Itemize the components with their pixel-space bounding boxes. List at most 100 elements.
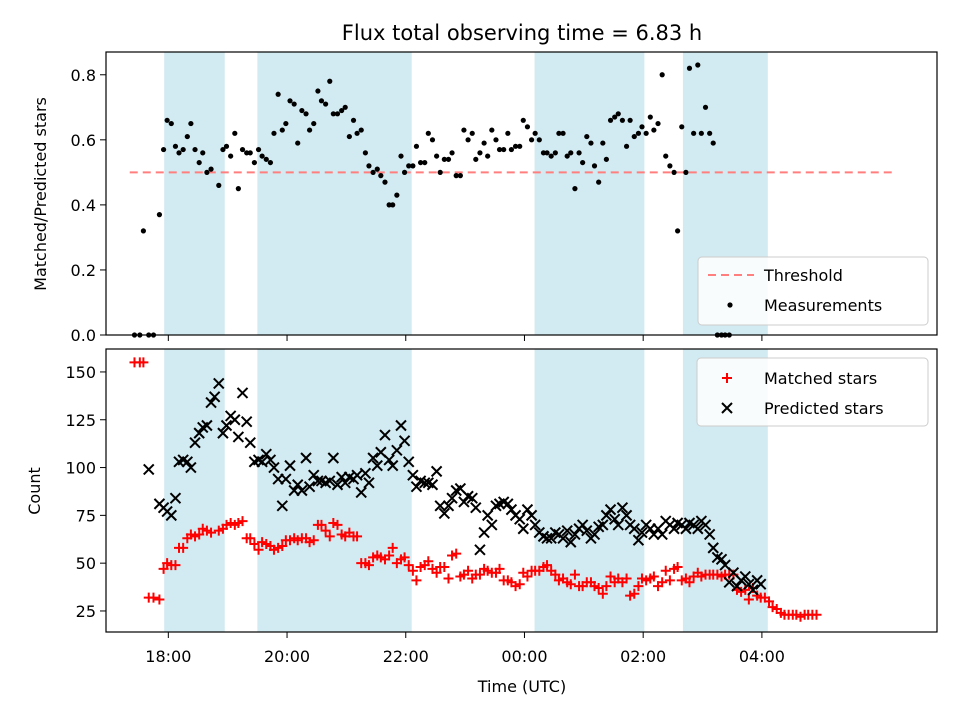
predicted-star-point-80 [466,492,478,504]
predicted-star-point-126 [648,528,660,541]
matched-star-point-66 [399,552,410,563]
matched-star-point-54 [352,531,363,542]
measurement-point-84 [473,156,479,162]
matched-star-point-131 [657,577,668,588]
matched-star-point-115 [593,583,604,594]
matched-star-point-102 [542,560,553,571]
measurement-point-29 [255,146,262,153]
matched-star-point-104 [550,569,561,580]
matched-star-point-74 [431,567,442,578]
predicted-star-point-93 [517,523,529,535]
measurement-point-49 [334,111,341,117]
predicted-star-point-38 [300,452,312,464]
top-y-tick-label-2: 0.4 [71,196,96,215]
predicted-star-point-115 [604,503,617,516]
matched-star-point-25 [237,516,248,527]
measurement-point-141 [698,130,704,136]
measurement-point-100 [536,137,542,143]
measurement-point-103 [548,153,554,159]
matched-star-point-97 [522,571,533,582]
measurement-point-107 [564,153,570,159]
bottom-legend-box [696,357,929,427]
x-tick-label-2: 22:00 [383,647,429,666]
predicted-star-point-118 [616,502,629,514]
measurement-point-104 [552,150,558,156]
predicted-star-point-140 [703,528,716,541]
measurement-point-95 [517,143,523,149]
measurement-point-13 [188,120,194,127]
predicted-star-point-92 [514,513,526,525]
measurement-point-37 [287,98,293,104]
measurement-point-131 [659,72,665,78]
measurement-point-18 [208,166,214,172]
measurement-point-69 [413,143,420,149]
measurement-point-112 [584,133,590,140]
predicted-star-point-147 [731,580,743,592]
predicted-star-point-51 [351,469,363,481]
bottom-shaded-band-1 [257,349,412,632]
matched-star-point-125 [633,581,644,592]
matched-star-point-76 [439,561,450,572]
predicted-star-point-65 [407,469,419,481]
measurement-point-10 [176,150,182,156]
matched-star-point-35 [277,540,288,551]
measurement-point-139 [691,130,697,136]
measurement-point-65 [398,153,404,159]
matched-star-point-129 [648,571,659,582]
matched-star-point-69 [411,575,422,586]
measurement-point-40 [299,107,305,114]
x-axis-label: Time (UTC) [477,677,566,696]
top-y-tick-label-0: 0.0 [71,326,96,345]
matched-star-point-82 [463,565,474,576]
predicted-star-point-94 [521,503,534,516]
measurement-point-140 [695,62,701,68]
measurement-point-71 [422,159,428,166]
predicted-star-point-113 [597,519,609,531]
measurement-point-90 [496,146,503,153]
matched-star-point-45 [316,519,327,530]
measurement-point-41 [303,111,309,117]
bottom-shaded-band-2 [534,349,645,632]
measurement-point-144 [710,140,716,146]
predicted-star-point-100 [545,532,557,545]
measurement-point-15 [196,159,202,166]
matched-star-point-90 [494,563,505,574]
measurement-point-101 [540,150,547,156]
measurement-point-36 [283,120,289,127]
predicted-star-point-55 [367,452,379,464]
matched-star-point-124 [629,588,640,599]
measurement-point-122 [623,143,630,149]
measurement-point-51 [342,104,348,110]
predicted-star-point-58 [379,429,391,441]
measurement-point-61 [382,179,388,185]
measurement-point-58 [370,169,376,175]
matched-star-point-6 [158,563,169,574]
bottom-y-tick-label-3: 100 [65,459,96,478]
predicted-star-point-71 [430,465,443,478]
matched-star-point-108 [565,579,576,590]
predicted-star-point-15 [208,391,221,403]
matched-star-point-122 [621,573,632,584]
matched-star-point-15 [194,529,205,540]
predicted-star-point-34 [284,459,296,472]
measurement-point-79 [453,173,459,179]
matched-star-point-77 [443,573,454,584]
predicted-star-point-128 [656,528,668,541]
predicted-star-point-16 [213,377,225,390]
measurement-point-52 [346,133,352,140]
predicted-star-point-143 [715,553,728,566]
measurement-point-14 [192,146,198,153]
measurement-point-72 [425,130,431,136]
measurement-point-6 [160,146,167,153]
predicted-star-point-114 [600,509,613,522]
measurement-point-56 [362,150,368,156]
matched-star-point-116 [597,588,608,599]
measurement-point-94 [512,143,519,149]
x-tick-label-0: 18:00 [145,647,191,666]
predicted-star-point-14 [205,396,217,409]
measurement-point-11 [180,146,186,153]
measurement-point-55 [358,127,364,133]
predicted-star-point-27 [256,456,268,468]
matched-star-point-2 [138,357,149,368]
measurement-point-113 [588,140,594,146]
